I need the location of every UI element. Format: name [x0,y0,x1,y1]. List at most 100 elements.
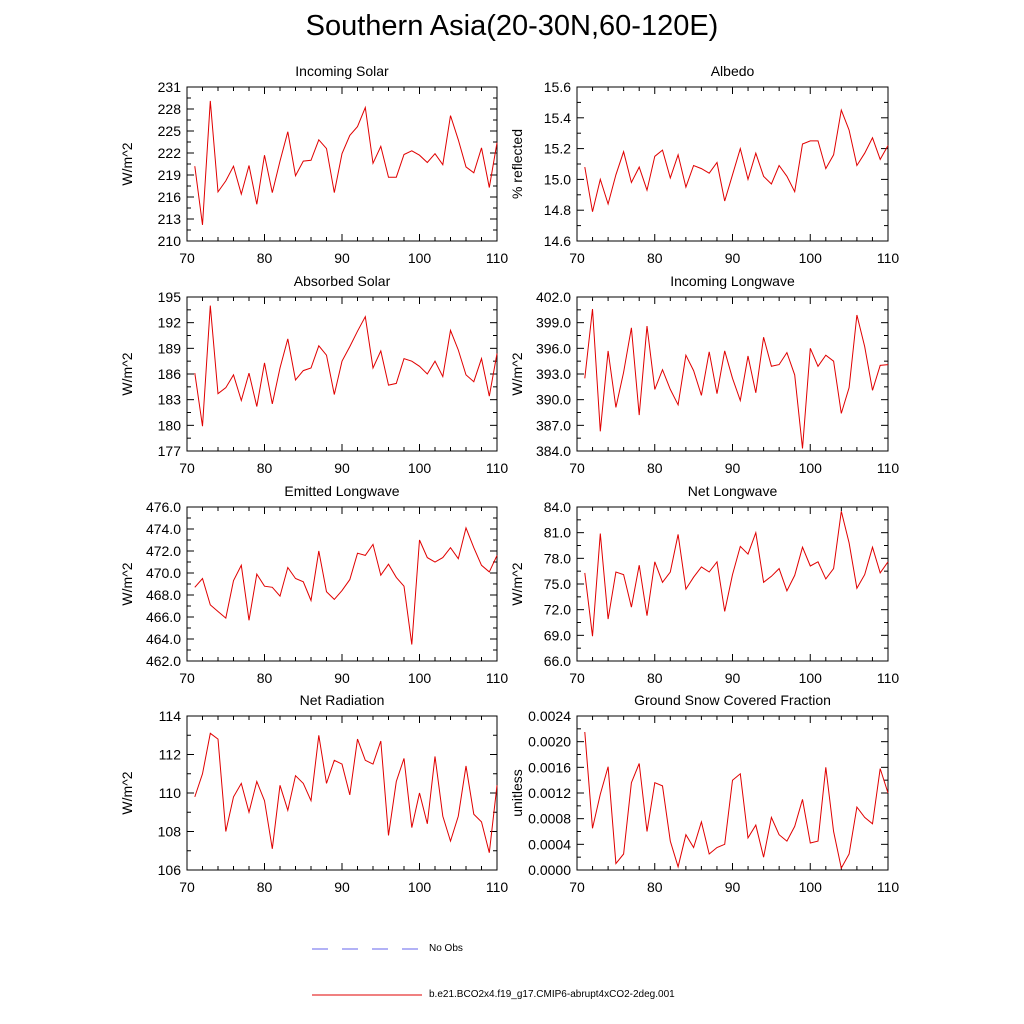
panel-2-ytick-label: 15.2 [544,141,571,157]
panel-3-xtick-label: 80 [257,460,273,476]
panel-6-title: Net Longwave [688,483,778,499]
panel-5-xtick-label: 70 [179,670,195,686]
panel-1-title: Incoming Solar [295,63,389,79]
panel-6-ytick-label: 81.0 [544,525,571,541]
panel-2-ytick-label: 15.0 [544,171,571,187]
panel-4-xtick-label: 80 [647,460,663,476]
panel-7-ytick-label: 110 [159,785,182,801]
legend-obs-label: No Obs [429,943,463,954]
panel-6-ytick-label: 69.0 [544,627,571,643]
panel-2-ylabel: % reflected [509,129,525,199]
panel-4-xtick-label: 110 [877,460,900,476]
panel-7-title: Net Radiation [300,692,385,708]
panel-7-xtick-label: 90 [334,879,350,895]
panel-2-xtick-label: 80 [647,250,663,266]
panel-4-ytick-label: 396.0 [536,340,571,356]
panel-6-ytick-label: 75.0 [544,576,571,592]
panel-4-xtick-label: 70 [569,460,585,476]
panel-6-xtick-label: 90 [725,670,741,686]
panel-5-ytick-label: 472.0 [146,543,181,559]
panel-5-title: Emitted Longwave [284,483,399,499]
panel-3-series-line [194,305,498,427]
panel-3-xtick-label: 90 [334,460,350,476]
panel-5-ytick-label: 462.0 [146,653,181,669]
panel-4-xtick-label: 100 [799,460,823,476]
panel-8-xtick-label: 70 [569,879,585,895]
panel-1-xtick-label: 90 [334,250,350,266]
panel-3-ylabel: W/m^2 [119,352,135,395]
panel-6-xtick-label: 110 [877,670,900,686]
panel-4-xtick-label: 90 [725,460,741,476]
panel-1-ytick-label: 228 [158,101,182,117]
panel-5-ytick-label: 468.0 [146,587,181,603]
panel-3-title: Absorbed Solar [294,273,391,289]
panel-1-ytick-label: 231 [158,79,182,95]
panel-8-ytick-label: 0.0016 [528,759,571,775]
panel-8-series-line [584,731,889,870]
panel-5-xtick-label: 100 [408,670,432,686]
panel-2-ytick-label: 15.6 [544,79,571,95]
panel-4-ytick-label: 399.0 [536,315,571,331]
panel-4-ytick-label: 390.0 [536,392,571,408]
panel-5-xtick-label: 80 [257,670,273,686]
panel-1-ytick-label: 219 [158,167,182,183]
panel-2-series-line [584,108,889,212]
panel-6-series-line [584,511,889,637]
panel-1-xtick-label: 80 [257,250,273,266]
panel-6-ytick-label: 78.0 [544,550,571,566]
panel-6-frame [576,506,889,662]
panel-7-xtick-label: 100 [408,879,432,895]
panel-6-ytick-label: 66.0 [544,653,571,669]
panel-7-ytick-label: 112 [159,747,182,763]
panel-1-ytick-label: 210 [158,233,182,249]
panel-8-ytick-label: 0.0004 [528,836,571,852]
panel-5-ytick-label: 470.0 [146,565,181,581]
panel-7-xtick-label: 70 [179,879,195,895]
panel-1-xtick-label: 70 [179,250,195,266]
figure-title: Southern Asia(20-30N,60-120E) [305,10,719,42]
legend-obs-line [312,948,422,950]
panel-8-frame [576,715,889,871]
panel-7-xtick-label: 80 [257,879,273,895]
panel-3-ytick-label: 195 [158,289,182,305]
panel-8-ytick-label: 0.0020 [528,734,571,750]
panel-5-series-line [194,526,498,645]
panel-4-ytick-label: 402.0 [536,289,571,305]
panel-1-xtick-label: 100 [408,250,432,266]
panel-5-xtick-label: 90 [334,670,350,686]
panel-7-ytick-label: 108 [158,824,182,840]
panel-6-xtick-label: 70 [569,670,585,686]
panel-5-ylabel: W/m^2 [119,562,135,605]
panel-1-ytick-label: 225 [158,123,182,139]
panel-2-xtick-label: 110 [877,250,900,266]
panel-4-ytick-label: 387.0 [536,417,571,433]
panel-4-series-line [584,308,889,449]
panel-5-ytick-label: 476.0 [146,499,181,515]
panel-8-ytick-label: 0.0000 [528,862,571,878]
panel-8-xtick-label: 90 [725,879,741,895]
panel-1-series-line [194,100,498,225]
panel-6-ytick-label: 72.0 [544,602,571,618]
panel-7-frame [186,715,498,871]
panel-3-ytick-label: 177 [158,443,182,459]
legend-model-line [312,994,422,996]
panel-2-title: Albedo [711,63,755,79]
panel-3-xtick-label: 70 [179,460,195,476]
panel-6-xtick-label: 100 [799,670,823,686]
legend-model-label: b.e21.BCO2x4.f19_g17.CMIP6-abrupt4xCO2-2… [429,989,675,1000]
panel-4-ytick-label: 393.0 [536,366,571,382]
panel-8-ytick-label: 0.0024 [528,708,571,724]
panel-1-xtick-label: 110 [486,250,509,266]
panel-8-xtick-label: 100 [799,879,823,895]
panel-8-xtick-label: 110 [877,879,900,895]
panel-1-frame [186,86,498,242]
panel-2-ytick-label: 14.6 [544,233,571,249]
panel-7-xtick-label: 110 [486,879,509,895]
panel-7-series-line [194,732,498,853]
panel-5-frame [186,506,498,662]
panel-5-xtick-label: 110 [486,670,509,686]
panel-2-ytick-label: 15.4 [544,110,571,126]
panel-3-ytick-label: 183 [158,392,182,408]
panel-3-ytick-label: 189 [158,340,182,356]
panel-2-xtick-label: 70 [569,250,585,266]
